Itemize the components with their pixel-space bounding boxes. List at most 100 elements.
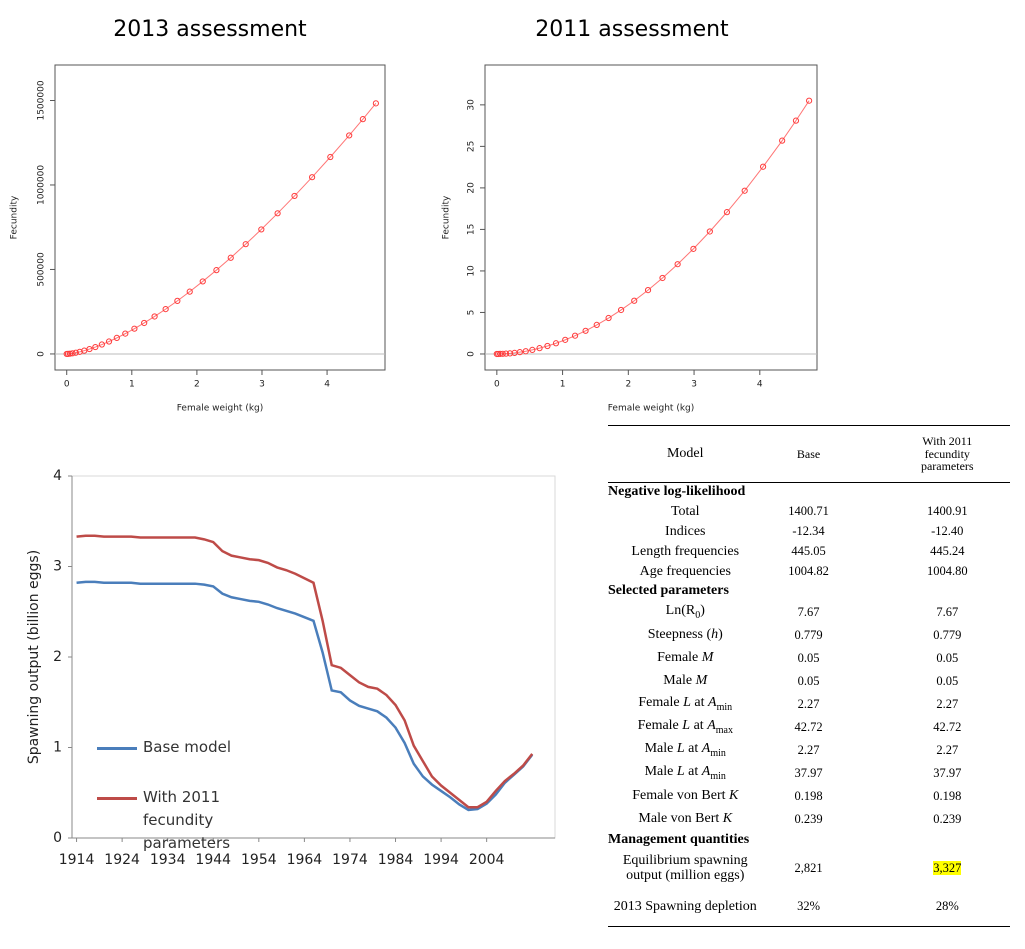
table-cell: 1400.91 bbox=[926, 504, 968, 519]
data-point bbox=[522, 348, 529, 355]
legend-entry: Base model bbox=[97, 738, 293, 759]
table-row: Male von Bert K 0.239 0.239 bbox=[608, 808, 1010, 831]
chart-title: 2013 assessment bbox=[113, 17, 307, 42]
data-point bbox=[536, 345, 543, 352]
x-tick-label: 4 bbox=[324, 380, 330, 390]
data-point bbox=[86, 345, 93, 353]
cell-text: Male bbox=[644, 740, 677, 756]
table-cell: Equilibrium spawning output (million egg… bbox=[622, 853, 748, 883]
cell-text: K bbox=[729, 788, 739, 804]
data-point bbox=[499, 350, 506, 357]
table-row: Steepness (h) 0.779 0.779 bbox=[608, 624, 1010, 647]
cell-text: at bbox=[684, 740, 702, 756]
data-point bbox=[72, 349, 79, 356]
data-point bbox=[741, 187, 748, 194]
table-cell: 445.05 bbox=[791, 544, 826, 559]
table-row: Male M 0.05 0.05 bbox=[608, 670, 1010, 693]
data-point bbox=[495, 350, 502, 358]
x-tick-label: 1984 bbox=[378, 852, 414, 868]
data-point bbox=[274, 210, 281, 217]
table-cell: 0.05 bbox=[797, 673, 820, 688]
table-cell: Age frequencies bbox=[639, 563, 731, 579]
data-point bbox=[162, 306, 169, 313]
header-cell: With 2011 fecundity parameters bbox=[854, 425, 1010, 483]
y-axis-label: Fecundity bbox=[10, 195, 20, 239]
x-tick-label: 1934 bbox=[150, 852, 186, 868]
table-cell: 32% bbox=[762, 888, 855, 927]
table-cell: 0.779 bbox=[794, 627, 823, 642]
series-line bbox=[496, 100, 810, 355]
data-point bbox=[372, 100, 379, 107]
x-tick-label: 1994 bbox=[423, 852, 459, 868]
table-row: Age frequencies 1004.82 1004.80 bbox=[608, 562, 1010, 582]
table-cell: Male L at Amin bbox=[608, 762, 763, 785]
data-point bbox=[291, 192, 298, 200]
cell-text: 0 bbox=[695, 609, 701, 621]
cell-text: L bbox=[676, 740, 685, 756]
data-point bbox=[544, 342, 551, 350]
x-tick-label: 1 bbox=[129, 380, 135, 390]
x-tick-label: 2 bbox=[194, 380, 200, 390]
table-cell: -12.40 bbox=[931, 524, 964, 539]
data-point bbox=[552, 340, 560, 347]
cell-text: Model Base With 2011 fecundity parameter… bbox=[608, 425, 1010, 927]
cell-text: Ln(R bbox=[665, 602, 696, 618]
y-tick-label: 0 bbox=[467, 351, 477, 357]
legend-swatch bbox=[97, 747, 137, 750]
data-point bbox=[227, 254, 234, 261]
x-tick-label: 3 bbox=[259, 380, 265, 390]
data-point bbox=[105, 338, 113, 345]
table-row: Equilibrium spawning output (million egg… bbox=[608, 850, 1010, 888]
data-point bbox=[359, 116, 366, 123]
data-point bbox=[759, 163, 767, 170]
data-point bbox=[113, 334, 120, 341]
table-cell: 2013 Spawning depletion bbox=[608, 888, 763, 927]
data-point bbox=[64, 350, 72, 357]
cell-text: Male bbox=[663, 673, 696, 689]
cell-text: M bbox=[695, 673, 708, 689]
y-tick-label: 0 bbox=[37, 351, 47, 357]
data-point bbox=[186, 288, 193, 295]
table-cell: Negative log-likelihood bbox=[608, 484, 746, 500]
cell-text: Male von Bert bbox=[638, 811, 723, 827]
table-cell: Female L at Amin bbox=[608, 693, 763, 716]
data-point bbox=[605, 314, 612, 322]
legend-label: Base model bbox=[143, 738, 232, 756]
table-cell: Indices bbox=[665, 523, 706, 539]
cell-text: at bbox=[690, 717, 708, 733]
data-point bbox=[131, 325, 138, 332]
data-point bbox=[309, 174, 316, 181]
y-axis-label: Fecundity bbox=[442, 195, 452, 239]
table-row: Negative log-likelihood bbox=[608, 483, 1010, 503]
table-row: Management quantities bbox=[608, 831, 1010, 850]
cell-text: A bbox=[707, 717, 716, 733]
table-cell: 7.67 bbox=[936, 604, 959, 619]
cell-text: A bbox=[701, 763, 711, 779]
table-cell: 445.24 bbox=[930, 544, 965, 559]
table-row: Ln(R0) 7.67 7.67 bbox=[608, 601, 1010, 624]
table-cell: Selected parameters bbox=[608, 583, 729, 599]
x-axis-label: Female weight (kg) bbox=[608, 404, 695, 414]
table-header: Model Base With 2011 fecundity parameter… bbox=[608, 425, 1010, 483]
cell-text: Steepness ( bbox=[647, 627, 712, 643]
data-point bbox=[571, 332, 579, 339]
cell-text: at bbox=[684, 763, 702, 779]
table-row: Female von Bert K 0.198 0.198 bbox=[608, 785, 1010, 808]
cell-text: Female von Bert bbox=[632, 788, 729, 804]
data-point bbox=[174, 297, 181, 304]
data-point bbox=[151, 313, 158, 320]
table-cell: Female M bbox=[608, 647, 763, 670]
table-row: Indices -12.34 -12.40 bbox=[608, 522, 1010, 542]
table-cell: 1004.80 bbox=[926, 564, 968, 579]
x-tick-label: 1974 bbox=[332, 852, 368, 868]
cell-text: Female bbox=[637, 717, 683, 733]
data-point bbox=[779, 137, 786, 144]
table-cell: 42.72 bbox=[794, 719, 823, 734]
cell-text: L bbox=[683, 694, 691, 710]
header-cell: Base bbox=[762, 425, 855, 483]
cell-text: Female bbox=[638, 694, 684, 710]
data-point bbox=[66, 350, 74, 357]
data-point bbox=[529, 346, 536, 354]
x-tick-label: 1924 bbox=[104, 852, 140, 868]
results-table: Model Base With 2011 fecundity parameter… bbox=[608, 425, 1010, 927]
